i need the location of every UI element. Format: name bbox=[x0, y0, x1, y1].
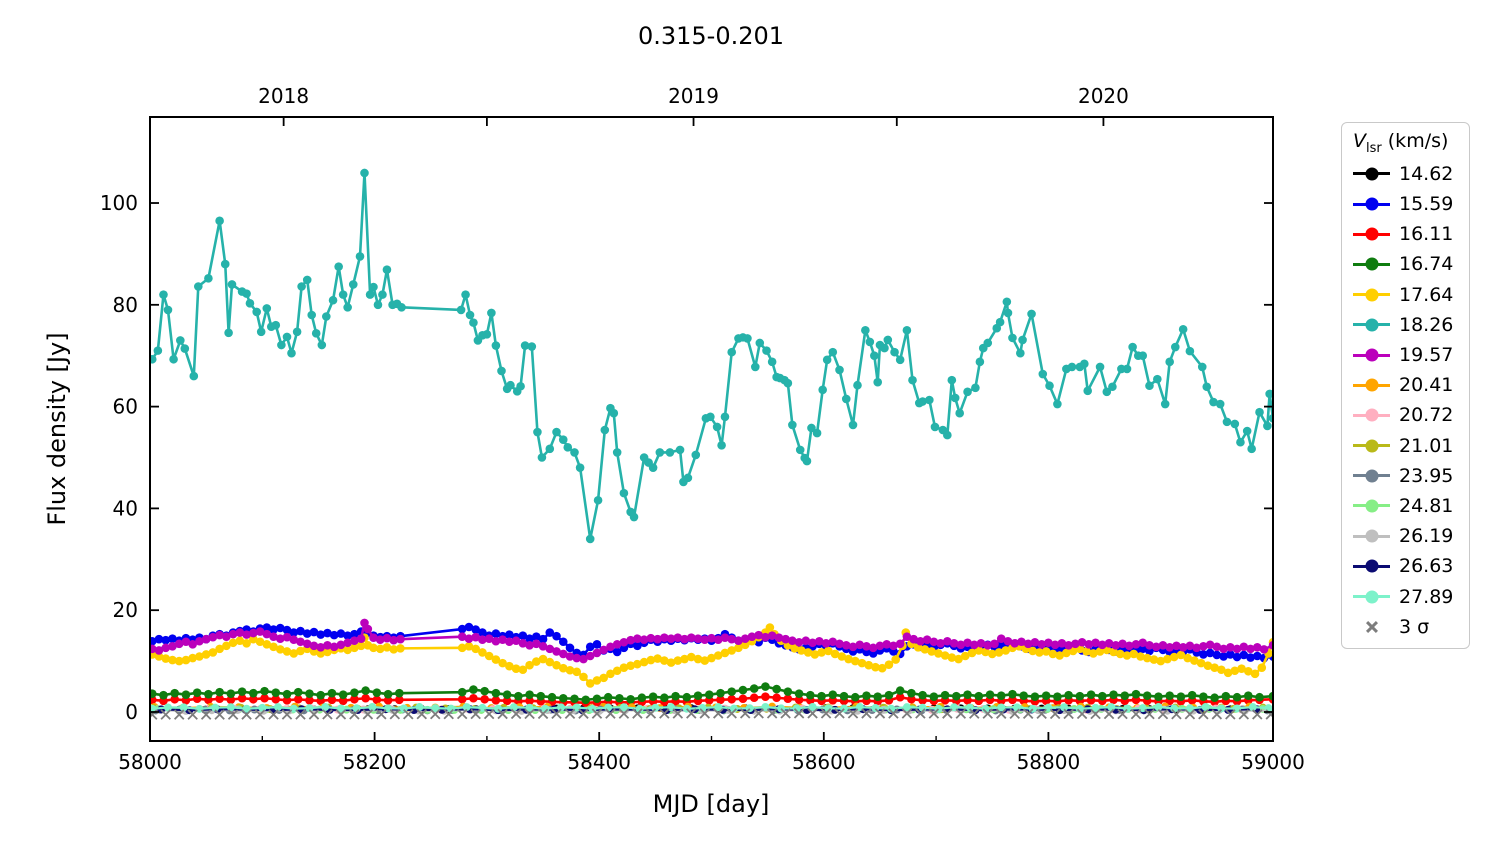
series-markers-16.74 bbox=[151, 682, 1272, 705]
legend-entry-23.95: 23.95 bbox=[1342, 461, 1469, 491]
series-line-18.26 bbox=[151, 171, 1272, 541]
x-tick-label: 59000 bbox=[1241, 750, 1305, 774]
legend-entry-24.81: 24.81 bbox=[1342, 491, 1469, 521]
y-tick-label: 20 bbox=[113, 598, 138, 622]
legend-entry-label: 14.62 bbox=[1399, 162, 1454, 185]
series-swatch-icon bbox=[1353, 378, 1390, 393]
legend-title-subscript: lsr bbox=[1366, 140, 1382, 156]
series-swatch-icon bbox=[1353, 498, 1390, 513]
legend-entry-21.01: 21.01 bbox=[1342, 430, 1469, 460]
x-axis-label: MJD [day] bbox=[652, 790, 770, 818]
legend-entry-16.11: 16.11 bbox=[1342, 219, 1469, 249]
x-tick-label: 58000 bbox=[118, 750, 182, 774]
legend-entry-26.19: 26.19 bbox=[1342, 521, 1469, 551]
legend-title: Vlsr (km/s) bbox=[1342, 128, 1469, 159]
series-layer bbox=[151, 168, 1272, 720]
legend-entry-label: 21.01 bbox=[1399, 434, 1454, 457]
series-swatch-icon bbox=[1353, 227, 1390, 242]
legend-entry-label: 20.72 bbox=[1399, 404, 1454, 427]
legend-entry-14.62: 14.62 bbox=[1342, 159, 1469, 189]
series-swatch-icon bbox=[1353, 257, 1390, 272]
series-swatch-icon bbox=[1353, 438, 1390, 453]
legend-title-symbol: V bbox=[1353, 130, 1366, 152]
legend-entry-label: 20.41 bbox=[1399, 374, 1454, 397]
legend-entry-label: 16.74 bbox=[1399, 253, 1454, 276]
legend-entry-label: 26.19 bbox=[1399, 525, 1454, 548]
legend-entry-16.74: 16.74 bbox=[1342, 249, 1469, 279]
series-swatch-icon bbox=[1353, 287, 1390, 302]
sigma-x-icon bbox=[1353, 619, 1390, 634]
legend-title-units: (km/s) bbox=[1381, 130, 1449, 152]
legend-entry-27.89: 27.89 bbox=[1342, 581, 1469, 611]
y-tick-label: 100 bbox=[100, 191, 138, 215]
legend-entry-18.26: 18.26 bbox=[1342, 310, 1469, 340]
legend-entry-20.72: 20.72 bbox=[1342, 400, 1469, 430]
legend-entries: 14.62 15.59 16.11 16.74 17.64 18.26 19.57 20.41… bbox=[1342, 159, 1469, 642]
legend-entry-label: 18.26 bbox=[1399, 313, 1454, 336]
year-tick-label: 2020 bbox=[1078, 84, 1129, 108]
x-tick-label: 58600 bbox=[792, 750, 856, 774]
legend-entry-15.59: 15.59 bbox=[1342, 189, 1469, 219]
series-sigma-markers bbox=[151, 708, 1272, 720]
y-tick-label: 80 bbox=[113, 293, 138, 317]
legend-entry-label: 24.81 bbox=[1399, 494, 1454, 517]
series-markers-19.57 bbox=[151, 618, 1272, 664]
series-swatch-icon bbox=[1353, 559, 1390, 574]
legend-entry-label: 23.95 bbox=[1399, 464, 1454, 487]
legend-entry-20.41: 20.41 bbox=[1342, 370, 1469, 400]
x-tick-label: 58800 bbox=[1017, 750, 1081, 774]
year-tick-label: 2018 bbox=[258, 84, 309, 108]
legend-entry-19.57: 19.57 bbox=[1342, 340, 1469, 370]
legend-entry-label: 17.64 bbox=[1399, 283, 1454, 306]
series-swatch-icon bbox=[1353, 166, 1390, 181]
legend-entry-26.63: 26.63 bbox=[1342, 551, 1469, 581]
x-tick-label: 58200 bbox=[343, 750, 407, 774]
series-markers-18.26 bbox=[151, 168, 1272, 544]
legend-entry-label: 3 σ bbox=[1399, 615, 1430, 638]
series-swatch-icon bbox=[1353, 589, 1390, 604]
y-tick-label: 60 bbox=[113, 395, 138, 419]
legend-entry-3σ: 3 σ bbox=[1342, 612, 1469, 642]
series-swatch-icon bbox=[1353, 317, 1390, 332]
series-swatch-icon bbox=[1353, 408, 1390, 423]
legend-entry-label: 27.89 bbox=[1399, 585, 1454, 608]
y-tick-label: 40 bbox=[113, 496, 138, 520]
series-swatch-icon bbox=[1353, 468, 1390, 483]
series-swatch-icon bbox=[1353, 348, 1390, 363]
series-swatch-icon bbox=[1353, 197, 1390, 212]
chart-title: 0.315-0.201 bbox=[637, 22, 785, 50]
legend-entry-label: 26.63 bbox=[1399, 555, 1454, 578]
year-tick-label: 2019 bbox=[668, 84, 719, 108]
legend-entry-label: 16.11 bbox=[1399, 223, 1454, 246]
legend-entry-17.64: 17.64 bbox=[1342, 280, 1469, 310]
x-tick-label: 58400 bbox=[567, 750, 631, 774]
series-swatch-icon bbox=[1353, 529, 1390, 544]
legend-entry-label: 15.59 bbox=[1399, 193, 1454, 216]
y-tick-label: 0 bbox=[125, 700, 138, 724]
legend-entry-label: 19.57 bbox=[1399, 344, 1454, 367]
legend-box: Vlsr (km/s) 14.62 15.59 16.11 16.74 17.64 18.… bbox=[1341, 122, 1470, 649]
